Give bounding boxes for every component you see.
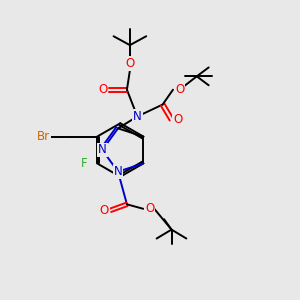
Text: O: O [125,57,134,70]
Text: N: N [133,110,142,123]
Text: O: O [175,83,184,96]
Text: N: N [114,165,122,178]
Text: O: O [173,113,183,126]
Text: F: F [80,157,87,170]
Text: O: O [98,83,107,96]
Text: O: O [99,204,109,217]
Text: Br: Br [37,130,50,143]
Text: N: N [98,143,107,157]
Text: O: O [145,202,154,215]
